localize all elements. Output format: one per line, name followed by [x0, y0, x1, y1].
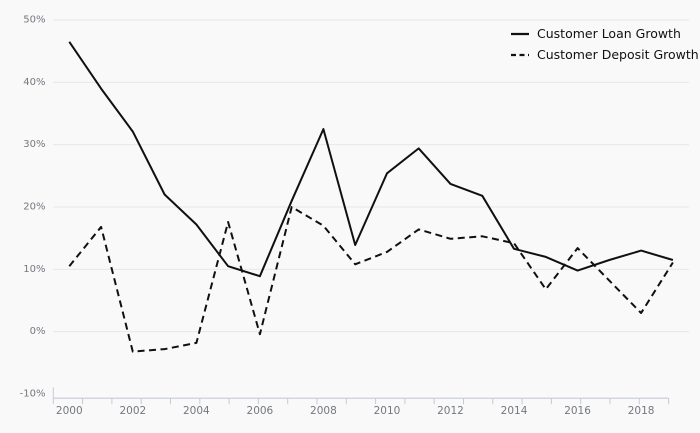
loan-growth-line — [68, 41, 674, 278]
series — [68, 41, 674, 353]
x-tick-label: 2016 — [564, 405, 591, 417]
x-tick-label: 2010 — [374, 405, 401, 417]
x-tick-label: 2000 — [56, 405, 83, 417]
legend-item-deposit-growth: Customer Deposit Growth — [511, 46, 699, 63]
x-tick-label: 2008 — [310, 405, 337, 417]
legend: Customer Loan Growth Customer Deposit Gr… — [511, 25, 699, 63]
y-tick-label: 0% — [30, 326, 46, 337]
y-tick-label: 50% — [23, 15, 45, 26]
legend-item-loan-growth: Customer Loan Growth — [511, 25, 699, 42]
y-axis-labels: -10% 0% 10% 20% 30% 40% 50% — [20, 15, 46, 400]
x-axis — [52, 387, 670, 405]
x-tick-label: 2018 — [628, 405, 655, 417]
y-tick-label: 30% — [23, 139, 45, 150]
legend-label: Customer Loan Growth — [537, 26, 681, 41]
gridlines — [53, 19, 689, 333]
y-tick-label: -10% — [20, 388, 46, 399]
x-tick-label: 2014 — [501, 405, 528, 417]
x-tick-label: 2006 — [247, 405, 274, 417]
x-tick-label: 2012 — [437, 405, 464, 417]
x-tick-label: 2004 — [183, 405, 210, 417]
deposit-growth-line — [68, 206, 674, 353]
y-tick-label: 10% — [23, 264, 45, 275]
dashed-line-swatch — [511, 53, 529, 56]
x-tick-label: 2002 — [119, 405, 146, 417]
x-axis-labels: 2000 2002 2004 2006 2008 2010 2012 2014 2016 2018 — [56, 405, 655, 417]
y-tick-label: 20% — [23, 201, 45, 212]
solid-line-swatch — [511, 32, 529, 35]
y-tick-label: 40% — [23, 77, 45, 88]
legend-label: Customer Deposit Growth — [537, 47, 699, 62]
